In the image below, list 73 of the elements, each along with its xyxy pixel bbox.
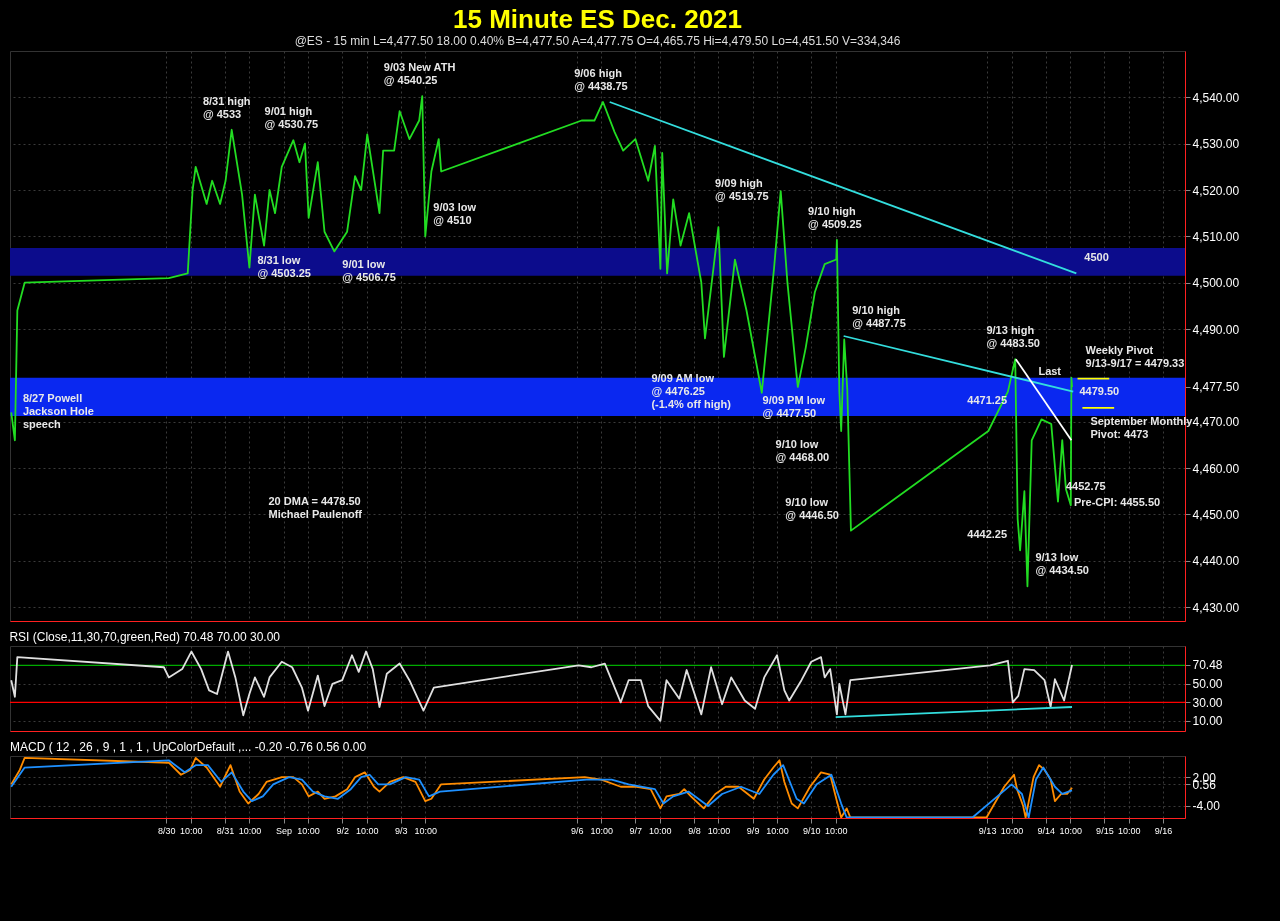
y-tick-label: 10.00 [1192, 714, 1223, 729]
x-tick-label: 10:00 [180, 825, 203, 836]
y-tick-label: 4,530.00 [1192, 137, 1240, 152]
x-tick-label: 10:00 [297, 825, 320, 836]
y-tick-label: 70.48 [1192, 658, 1223, 673]
y-tick-label: 4,540.00 [1192, 90, 1240, 105]
x-tick-label: 10:00 [1059, 825, 1082, 836]
x-tick-label: 9/16 [1154, 825, 1173, 836]
x-tick-label: 9/2 [336, 825, 349, 836]
x-tick-label: 10:00 [1118, 825, 1141, 836]
y-tick-label: 4,470.00 [1192, 415, 1240, 430]
annotation: 9/10 high @ 4487.75 [852, 304, 906, 330]
y-tick-label: 4,477.50 [1192, 380, 1240, 395]
annotation: 9/13 low @ 4434.50 [1035, 551, 1089, 577]
x-tick-label: 9/7 [629, 825, 643, 836]
x-tick-label: 10:00 [1000, 825, 1024, 836]
chart-title: 15 Minute ES Dec. 2021 [452, 4, 743, 34]
x-tick-label: 9/6 [570, 825, 584, 836]
annotation: 9/10 low @ 4468.00 [775, 438, 830, 463]
annotation: 9/10 high @ 4509.25 [808, 204, 862, 230]
x-tick-label: 10:00 [355, 825, 379, 836]
x-tick-label: 10:00 [766, 825, 789, 836]
chart-title: RSI (Close,11,30,70,green,Red) 70.48 70.00 30.00 [9, 630, 281, 644]
annotation: 4500 [1084, 251, 1109, 264]
y-tick-label: 4,460.00 [1192, 461, 1240, 476]
y-tick-label: 4,450.00 [1192, 507, 1240, 522]
annotation: Weekly Pivot 9/13-9/17 = 4479.33 [1085, 343, 1185, 369]
annotation: 9/01 high @ 4530.75 [264, 105, 319, 131]
x-tick-label: 9/13 [978, 825, 997, 836]
annotation: 4479.50 [1079, 384, 1120, 397]
x-tick-label: 10:00 [649, 825, 672, 836]
annotation: Pre-CPI: 4455.50 [1073, 495, 1161, 508]
x-tick-label: 9/8 [688, 825, 701, 836]
x-tick-label: 10:00 [414, 825, 438, 836]
annotation: 9/09 PM low @ 4477.50 [762, 393, 826, 419]
x-tick-label: 9/3 [395, 825, 408, 836]
chart-title: MACD ( 12 , 26 , 9 , 1 , 1 , UpColorDefault ,... -0.20 -0.76 0.56 0.00 [10, 740, 367, 754]
x-tick-label: 8/30 [158, 825, 176, 836]
x-tick-label: 9/14 [1037, 825, 1056, 836]
x-tick-label: 10:00 [590, 825, 613, 836]
annotation: 20 DMA = 4478.50 [268, 494, 361, 507]
y-tick-label: 50.00 [1192, 677, 1223, 692]
line-series [10, 650, 1073, 722]
x-tick-label: 9/15 [1096, 825, 1114, 836]
y-tick-label: 30.00 [1192, 695, 1223, 710]
annotation: 8/31 high @ 4533 [202, 94, 251, 120]
y-tick-label: 4,520.00 [1192, 183, 1240, 198]
chart-subtitle: @ES - 15 min L=4,477.50 18.00 0.40% B=4,477.50 A=4,477.75 O=4,465.75 Hi=4,479.50 Lo=4,451.50 V=334,346 [294, 34, 901, 48]
x-tick-label: 9/10 [802, 825, 821, 836]
annotation: Last [1038, 364, 1062, 377]
annotation: 9/01 low @ 4506.75 [342, 258, 396, 284]
y-tick-label: 4,490.00 [1192, 322, 1240, 337]
annotation: 4442.25 [967, 528, 1008, 541]
annotation: Michael Paulenoff [268, 507, 363, 520]
y-tick-label: 4,430.00 [1192, 600, 1240, 615]
y-tick-label: -4.00 [1192, 799, 1221, 814]
x-tick-label: 8/31 [216, 825, 235, 836]
annotation: 9/06 high @ 4438.75 [574, 66, 628, 92]
x-tick-label: 10:00 [707, 825, 731, 836]
annotation: 9/13 high @ 4483.50 [986, 324, 1040, 350]
annotation: 9/03 low @ 4510 [433, 201, 477, 227]
annotation: 9/09 high @ 4519.75 [715, 177, 769, 203]
annotation: 8/31 low @ 4503.25 [257, 253, 311, 279]
y-tick-label: 4,500.00 [1192, 276, 1240, 291]
annotation: 8/27 Powell Jackson Hole speech [22, 392, 94, 431]
y-tick-label: 4,510.00 [1192, 229, 1240, 244]
annotation: 9/03 New ATH @ 4540.25 [383, 61, 456, 87]
x-tick-label: 10:00 [824, 825, 848, 836]
x-tick-label: Sep [276, 825, 293, 836]
annotation: 9/10 low @ 4446.50 [785, 495, 839, 521]
x-tick-label: 10:00 [238, 825, 262, 836]
y-tick-label: 4,440.00 [1192, 554, 1240, 569]
x-tick-label: 9/9 [746, 825, 760, 836]
